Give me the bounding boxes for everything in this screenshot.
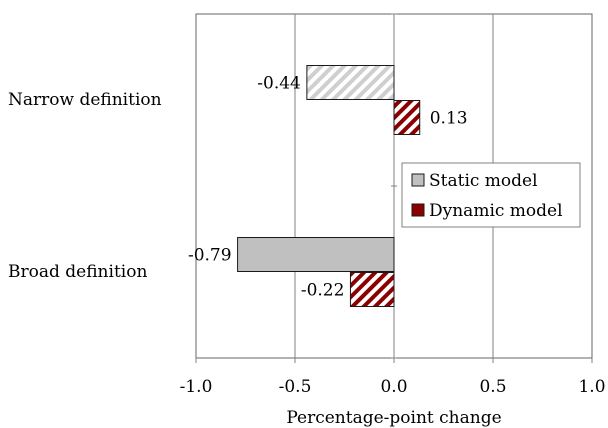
x-tick-label: 0.0 — [380, 377, 407, 397]
legend-entry: Static model — [429, 171, 538, 191]
x-tick-label: -1.0 — [180, 377, 213, 397]
x-axis-title: Percentage-point change — [286, 408, 501, 428]
legend-entry: Dynamic model — [429, 201, 563, 221]
data-label: -0.22 — [301, 281, 345, 301]
plot-area: -1.0 -0.5 0.0 0.5 1.0 Percentage-point change… — [8, 13, 606, 428]
x-tick-label: 1.0 — [578, 377, 605, 397]
category-label: Broad definition — [8, 262, 147, 282]
bar — [306, 65, 395, 100]
data-label: -0.79 — [188, 246, 232, 266]
data-label: 0.13 — [430, 109, 468, 129]
x-tick-label: 0.5 — [479, 377, 506, 397]
bar — [349, 272, 395, 307]
legend-swatch — [411, 173, 425, 187]
legend-box — [401, 162, 581, 228]
x-tick-label: -0.5 — [279, 377, 312, 397]
legend-swatch — [411, 203, 425, 217]
category-label: Narrow definition — [8, 90, 162, 110]
bar — [393, 100, 421, 135]
data-label: -0.44 — [257, 74, 301, 94]
bar — [237, 237, 395, 272]
